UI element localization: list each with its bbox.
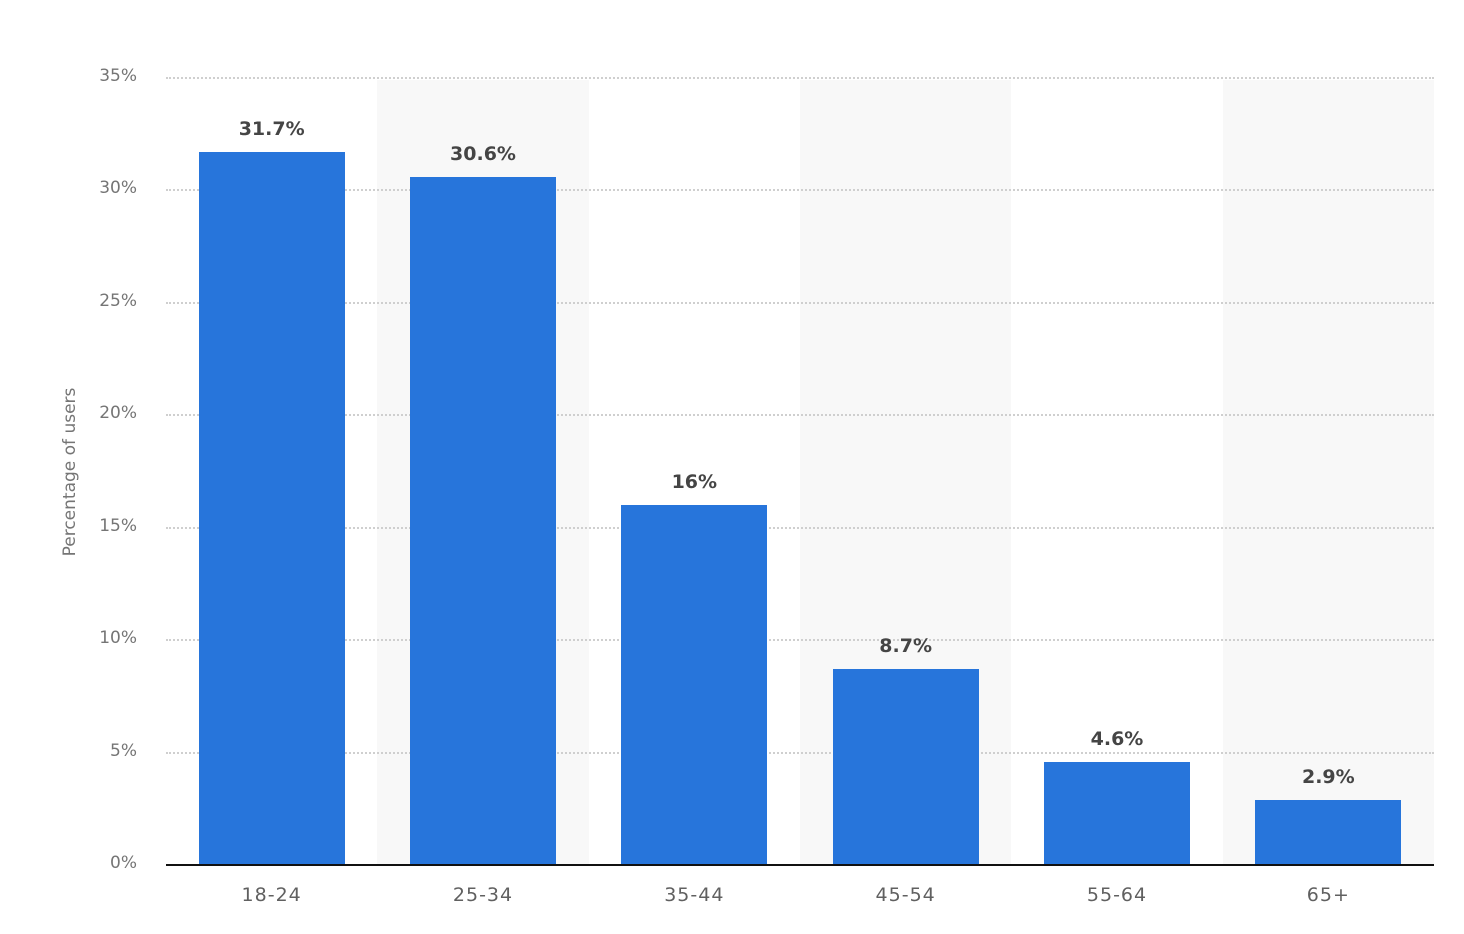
bar[interactable] bbox=[1255, 799, 1402, 865]
bar-value-label: 8.7% bbox=[879, 635, 932, 658]
y-axis-label: Percentage of users bbox=[60, 387, 80, 557]
gridline bbox=[166, 77, 1434, 79]
bar-value-label: 4.6% bbox=[1090, 727, 1144, 750]
gridline bbox=[166, 301, 1434, 304]
gridline bbox=[166, 189, 1434, 192]
bar-value-label: 31.7% bbox=[238, 118, 305, 141]
y-tick-label: 20% bbox=[99, 403, 137, 424]
y-tick-label: 35% bbox=[99, 66, 137, 86]
x-tick-label: 25-34 bbox=[452, 884, 514, 906]
gridline bbox=[166, 414, 1434, 417]
y-tick-label: 10% bbox=[99, 628, 137, 649]
y-tick-label: 0% bbox=[110, 853, 137, 873]
x-tick-label: 18-24 bbox=[241, 884, 302, 906]
x-tick-label: 65+ bbox=[1306, 884, 1350, 906]
gridline bbox=[166, 751, 1434, 754]
x-tick-label: 45-54 bbox=[875, 884, 936, 906]
bar[interactable] bbox=[410, 176, 556, 865]
bar-value-label: 2.9% bbox=[1301, 765, 1355, 788]
bar[interactable] bbox=[198, 152, 345, 865]
bar-value-label: 16% bbox=[671, 471, 718, 494]
bar-value-label: 30.6% bbox=[450, 142, 516, 165]
y-tick-label: 30% bbox=[99, 178, 137, 199]
x-tick-label: 55-64 bbox=[1086, 884, 1148, 906]
y-tick-label: 25% bbox=[99, 290, 137, 311]
category-band bbox=[1222, 80, 1434, 865]
bar[interactable] bbox=[1044, 761, 1190, 865]
gridline bbox=[166, 526, 1434, 529]
x-axis-line bbox=[166, 864, 1434, 866]
x-tick-label: 35-44 bbox=[664, 884, 725, 906]
y-tick-label: 5% bbox=[110, 740, 137, 761]
bar[interactable] bbox=[832, 669, 979, 865]
y-tick-label: 15% bbox=[99, 515, 137, 536]
bar[interactable] bbox=[621, 505, 768, 865]
gridline bbox=[166, 639, 1434, 642]
